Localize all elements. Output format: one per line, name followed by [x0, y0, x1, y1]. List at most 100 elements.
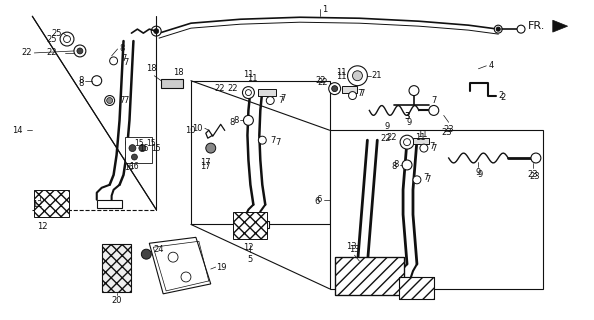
Bar — [330, 130, 543, 289]
Circle shape — [531, 153, 541, 163]
Bar — [125, 137, 152, 163]
Circle shape — [137, 139, 146, 147]
Text: 23: 23 — [443, 125, 454, 134]
Circle shape — [110, 57, 118, 65]
Circle shape — [125, 139, 134, 147]
Circle shape — [131, 154, 137, 160]
Circle shape — [64, 36, 71, 43]
Text: 22: 22 — [214, 84, 225, 93]
Circle shape — [242, 87, 254, 99]
Text: 3: 3 — [405, 112, 410, 121]
Text: 12: 12 — [243, 243, 254, 252]
Text: 7: 7 — [359, 89, 365, 98]
Text: 6: 6 — [317, 195, 322, 204]
Bar — [334, 257, 404, 295]
Circle shape — [154, 29, 159, 34]
Text: 7: 7 — [429, 142, 434, 151]
Text: 13: 13 — [346, 242, 357, 251]
Text: 7: 7 — [431, 144, 436, 153]
Text: 12: 12 — [32, 200, 43, 209]
Circle shape — [139, 145, 146, 152]
Text: 7: 7 — [423, 173, 428, 182]
Text: 25: 25 — [52, 28, 62, 38]
Text: 22: 22 — [387, 133, 397, 142]
Text: 10: 10 — [192, 124, 203, 133]
Bar — [258, 89, 276, 96]
Text: 1: 1 — [322, 5, 327, 14]
Text: 13: 13 — [349, 245, 360, 254]
Text: 11: 11 — [243, 70, 254, 79]
Circle shape — [129, 145, 136, 152]
Text: 7: 7 — [280, 94, 286, 103]
Text: 2: 2 — [498, 91, 504, 100]
Circle shape — [413, 176, 421, 184]
Text: 17: 17 — [201, 158, 211, 167]
Bar — [399, 277, 434, 299]
Circle shape — [402, 160, 412, 170]
Circle shape — [206, 143, 216, 153]
Text: 24: 24 — [153, 245, 164, 254]
Circle shape — [420, 144, 428, 152]
Text: 18: 18 — [173, 68, 184, 77]
Text: 7: 7 — [425, 175, 430, 184]
Text: 5: 5 — [248, 255, 253, 264]
Bar — [245, 221, 269, 228]
Text: 9: 9 — [384, 122, 390, 131]
Circle shape — [409, 86, 419, 96]
Circle shape — [347, 66, 367, 86]
Circle shape — [168, 252, 178, 262]
Text: 14: 14 — [12, 126, 23, 135]
Polygon shape — [149, 237, 211, 294]
Circle shape — [352, 71, 362, 81]
Circle shape — [328, 83, 340, 95]
Bar — [161, 79, 183, 88]
Text: 15: 15 — [146, 139, 156, 148]
Circle shape — [77, 48, 83, 54]
Text: 8: 8 — [78, 76, 84, 85]
Circle shape — [245, 90, 251, 96]
Text: 25: 25 — [46, 35, 57, 44]
Text: 22: 22 — [227, 84, 238, 93]
Text: 7: 7 — [275, 138, 280, 147]
Polygon shape — [553, 20, 568, 32]
Text: 22: 22 — [381, 134, 391, 143]
Bar — [413, 138, 429, 144]
Bar — [397, 277, 419, 284]
Circle shape — [517, 25, 525, 33]
Text: 23: 23 — [527, 170, 538, 179]
Circle shape — [494, 25, 502, 33]
Text: 8: 8 — [392, 163, 397, 172]
Text: 6: 6 — [314, 197, 320, 206]
Circle shape — [105, 96, 115, 106]
Text: 11: 11 — [417, 130, 428, 139]
Text: 11: 11 — [336, 72, 347, 81]
Bar — [342, 86, 358, 92]
Bar — [233, 212, 267, 239]
Text: 12: 12 — [37, 222, 48, 231]
Text: 16: 16 — [129, 162, 139, 171]
Text: 9: 9 — [478, 170, 483, 179]
Bar — [334, 257, 404, 295]
Text: 7: 7 — [270, 136, 276, 145]
Circle shape — [151, 26, 161, 36]
Text: 2: 2 — [500, 93, 505, 102]
Text: 8: 8 — [394, 160, 399, 170]
Circle shape — [107, 98, 113, 103]
Bar — [347, 277, 367, 284]
Text: 22: 22 — [22, 48, 32, 57]
Circle shape — [244, 116, 254, 125]
Circle shape — [400, 135, 414, 149]
Text: 7: 7 — [124, 96, 129, 105]
Circle shape — [74, 45, 86, 57]
Text: 11: 11 — [336, 68, 347, 77]
Text: 22: 22 — [317, 78, 328, 87]
Circle shape — [258, 136, 266, 144]
Text: 11: 11 — [247, 74, 258, 83]
Text: 7: 7 — [119, 96, 125, 105]
Circle shape — [60, 32, 74, 46]
Text: 15: 15 — [140, 144, 149, 153]
Text: 23: 23 — [441, 128, 452, 137]
Text: 7: 7 — [431, 96, 436, 105]
Text: 19: 19 — [216, 263, 226, 272]
Text: 9: 9 — [476, 168, 481, 177]
